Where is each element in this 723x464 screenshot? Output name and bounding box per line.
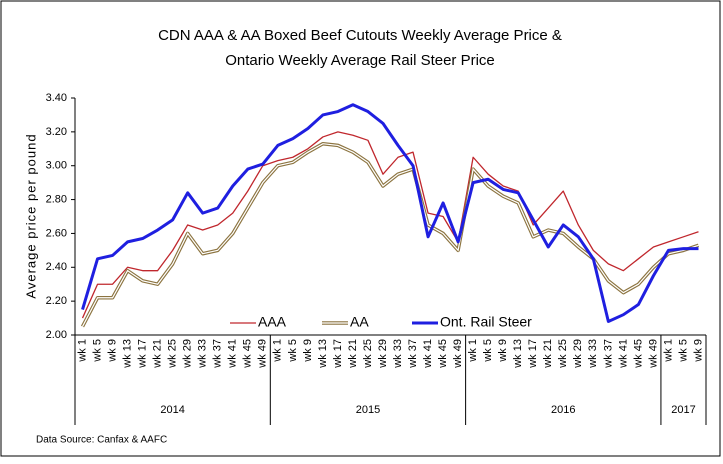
x-group-label: 2015 — [356, 404, 380, 416]
x-tick-label: wk 45 — [632, 339, 644, 369]
x-group-label: 2017 — [671, 404, 695, 416]
y-tick-label: 3.40 — [46, 92, 67, 104]
x-tick-label: wk 1 — [467, 339, 479, 363]
x-tick-label: wk 9 — [497, 339, 509, 363]
x-tick-label: wk 21 — [542, 339, 554, 369]
x-tick-label: wk 49 — [257, 339, 269, 369]
line-inner — [81, 143, 699, 327]
x-tick-label: wk 17 — [137, 339, 149, 369]
x-tick-label: wk 5 — [677, 339, 689, 363]
x-tick-label: wk 17 — [332, 339, 344, 369]
x-tick-label: wk 1 — [272, 339, 284, 363]
x-tick-label: wk 37 — [602, 339, 614, 369]
line-thick — [81, 103, 699, 323]
line-single — [81, 131, 699, 319]
y-tick-label: 2.00 — [46, 329, 67, 341]
x-group-label: 2016 — [551, 404, 575, 416]
x-tick-label: wk 37 — [212, 339, 224, 369]
x-tick-label: wk 41 — [227, 339, 239, 369]
legend-label: Ont. Rail Steer — [440, 314, 532, 330]
x-tick-label: wk 9 — [302, 339, 314, 363]
y-tick-label: 2.60 — [46, 227, 67, 239]
x-tick-label: wk 21 — [347, 339, 359, 369]
x-tick-label: wk 5 — [91, 339, 103, 363]
legend-label: AA — [350, 314, 369, 330]
x-tick-label: wk 29 — [572, 339, 584, 369]
x-tick-label: wk 1 — [76, 339, 88, 363]
source: Data Source: Canfax & AAFC — [36, 435, 167, 446]
x-tick-label: wk 5 — [287, 339, 299, 363]
x-tick-label: wk 29 — [377, 339, 389, 369]
x-tick-label: wk 45 — [242, 339, 254, 369]
x-tick-label: wk 29 — [182, 339, 194, 369]
x-tick-label: wk 33 — [587, 339, 599, 369]
x-tick-label: wk 25 — [167, 339, 179, 369]
x-tick-label: wk 1 — [662, 339, 674, 363]
x-tick-label: wk 9 — [106, 339, 118, 363]
x-group-label: 2014 — [160, 404, 184, 416]
x-tick-label: wk 9 — [692, 339, 704, 363]
x-tick-label: wk 21 — [152, 339, 164, 369]
x-tick-label: wk 25 — [362, 339, 374, 369]
x-tick-label: wk 37 — [407, 339, 419, 369]
x-tick-label: wk 13 — [512, 339, 524, 369]
y-tick-label: 3.00 — [46, 160, 67, 172]
x-tick-label: wk 17 — [527, 339, 539, 369]
x-tick-label: wk 49 — [452, 339, 464, 369]
x-tick-label: wk 13 — [121, 339, 133, 369]
x-tick-label: wk 13 — [317, 339, 329, 369]
x-tick-label: wk 25 — [557, 339, 569, 369]
x-tick-label: wk 33 — [197, 339, 209, 369]
chart-title: Ontario Weekly Average Rail Steer Price — [225, 52, 495, 69]
y-tick-label: 3.20 — [46, 126, 67, 138]
y-tick-label: 2.40 — [46, 261, 67, 273]
y-tick-label: 2.80 — [46, 193, 67, 205]
chart-title: CDN AAA & AA Boxed Beef Cutouts Weekly A… — [158, 27, 562, 44]
y-tick-label: 2.20 — [46, 295, 67, 307]
x-tick-label: wk 33 — [392, 339, 404, 369]
x-tick-label: wk 41 — [617, 339, 629, 369]
x-tick-label: wk 49 — [647, 339, 659, 369]
legend-label: AAA — [258, 314, 287, 330]
x-tick-label: wk 5 — [482, 339, 494, 363]
y-axis-label: Average price per pound — [23, 133, 38, 298]
x-tick-label: wk 41 — [422, 339, 434, 369]
x-tick-label: wk 45 — [437, 339, 449, 369]
